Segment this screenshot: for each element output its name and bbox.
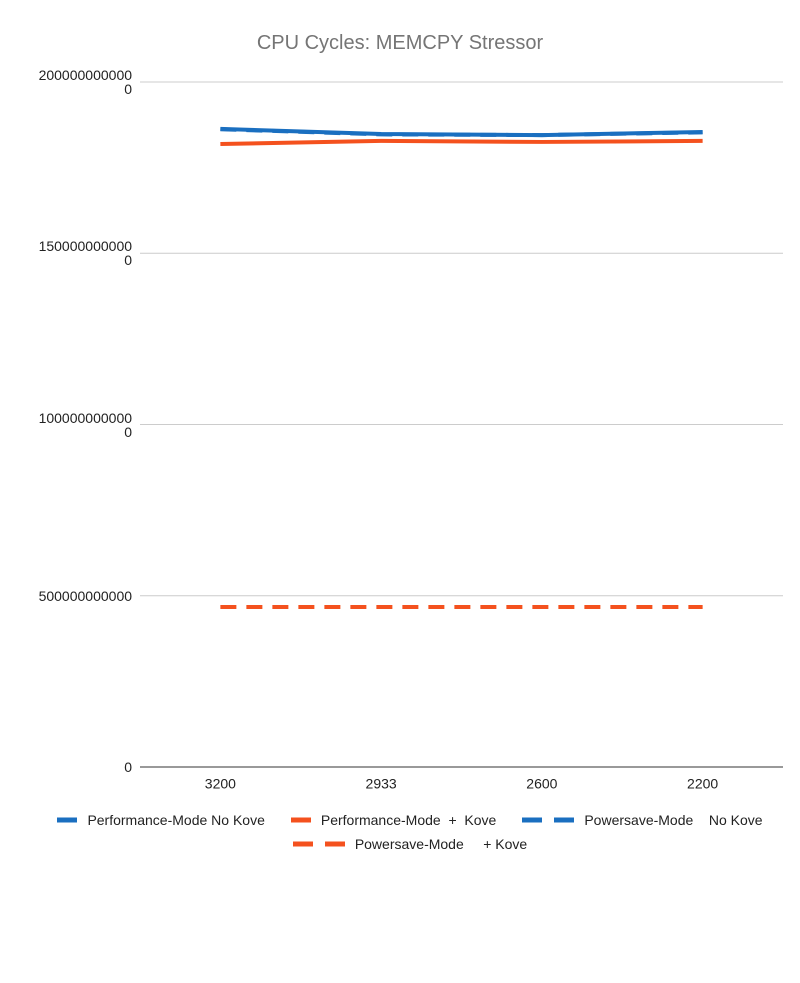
legend-item: Performance-Mode + Kove	[290, 812, 497, 828]
series-line	[220, 126, 703, 138]
y-tick-label: 0	[124, 759, 132, 775]
y-tick-label: 500000000000	[38, 587, 133, 604]
legend-swatch	[292, 841, 345, 847]
x-tick-label: 2600	[526, 776, 557, 792]
legend-label: Performance-Mode No Kove	[87, 812, 265, 828]
legend-label: Performance-Mode + Kove	[320, 812, 497, 828]
series-line	[220, 138, 703, 146]
y-tick-label: 2000000000000	[38, 67, 133, 97]
x-tick-label: 3200	[205, 776, 236, 792]
legend-label: Powersave-Mode + Kove	[354, 836, 528, 852]
x-tick-label: 2200	[687, 776, 718, 792]
legend: Performance-Mode No Kove Performance-Mode…	[30, 812, 790, 852]
legend-swatch	[290, 817, 311, 823]
legend-swatch	[522, 817, 575, 823]
legend-swatch	[57, 817, 78, 823]
y-tick-label: 1500000000000	[38, 238, 133, 269]
legend-label: Powersave-Mode No Kove	[584, 812, 763, 828]
legend-item: Powersave-Mode No Kove	[522, 812, 763, 828]
chart-title: CPU Cycles: MEMCPY Stressor	[256, 32, 544, 54]
legend-item: Performance-Mode No Kove	[57, 812, 265, 828]
legend-item: Powersave-Mode + Kove	[292, 836, 528, 852]
x-tick-label: 2933	[366, 776, 397, 792]
y-tick-label: 1000000000000	[38, 409, 133, 440]
